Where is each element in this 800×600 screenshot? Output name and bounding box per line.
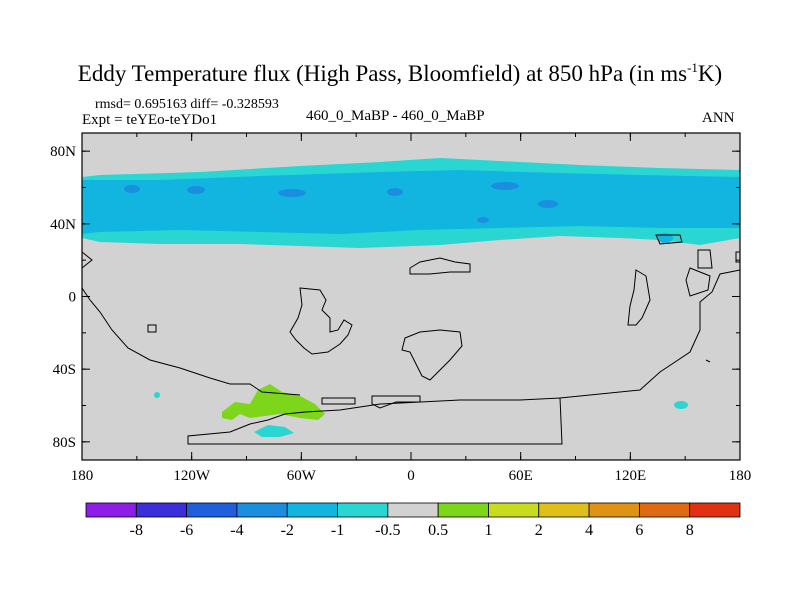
field-patch-blue <box>538 200 558 208</box>
colorbar-box <box>85 502 137 518</box>
coastline <box>81 251 93 269</box>
chart-title: Eddy Temperature flux (High Pass, Bloomf… <box>77 60 723 86</box>
field-patch-south <box>254 425 294 437</box>
field-band-cyan <box>82 170 740 234</box>
colorbar-label: 0.5 <box>428 522 448 539</box>
coastline <box>705 359 711 363</box>
colorbar-box <box>488 502 540 518</box>
colorbar-box <box>236 502 288 518</box>
colorbar-box <box>337 502 389 518</box>
x-tick-label: 180 <box>71 468 94 484</box>
coastline <box>655 234 683 245</box>
colorbar-label: -6 <box>180 522 193 539</box>
experiment-label: Expt = teYEo-teYDo1 <box>82 112 218 128</box>
colorbar-box <box>186 502 238 518</box>
colorbar-label: -1 <box>331 522 344 539</box>
x-tick-label: 120W <box>173 468 211 484</box>
field-patch-green <box>222 384 325 420</box>
colorbar-label: -8 <box>130 522 143 539</box>
colorbar-label: 8 <box>686 522 694 539</box>
y-tick-label: 80N <box>50 144 76 160</box>
field-patch-blue <box>124 185 140 193</box>
colorbar-label: 4 <box>585 522 593 539</box>
coastline <box>371 395 421 409</box>
colorbar-label: 6 <box>635 522 643 539</box>
comparison-label: 460_0_MaBP - 460_0_MaBP <box>306 108 485 124</box>
field-patch-blue <box>278 189 306 197</box>
colorbar-box <box>437 502 489 518</box>
coastline <box>289 287 353 355</box>
coastline <box>321 397 356 405</box>
colorbar-box <box>588 502 640 518</box>
y-tick-label: 80S <box>53 435 76 451</box>
colorbar-label: -0.5 <box>375 522 400 539</box>
colorbar-box <box>638 502 691 518</box>
coastline <box>409 257 471 275</box>
field-patch-blue <box>491 182 519 190</box>
season-label: ANN <box>702 110 735 126</box>
coastline <box>147 324 157 333</box>
coastline <box>81 287 301 396</box>
x-tick-label: 180 <box>729 468 752 484</box>
colorbar-label: 2 <box>535 522 543 539</box>
x-tick-label: 120E <box>614 468 646 484</box>
colorbar-box <box>135 502 188 518</box>
field-dot-a <box>154 392 160 398</box>
x-tick-label: 0 <box>407 468 415 484</box>
coastline <box>401 329 463 381</box>
y-tick-label: 40N <box>50 217 76 233</box>
colorbar-label: 1 <box>484 522 492 539</box>
coastline <box>697 249 713 269</box>
colorbar-box <box>538 502 590 518</box>
coastline <box>559 269 741 399</box>
colorbar-label: -2 <box>281 522 294 539</box>
y-tick-label: 0 <box>69 290 77 306</box>
colorbar-label: -4 <box>230 522 243 539</box>
x-tick-label: 60W <box>287 468 317 484</box>
colorbar-box <box>387 502 439 518</box>
x-tick-label: 60E <box>509 468 533 484</box>
coastline <box>627 269 651 326</box>
field-patch-blue <box>387 188 403 196</box>
coastline <box>685 267 711 297</box>
field-dot-b <box>674 401 688 409</box>
colorbar-box <box>286 502 338 518</box>
colorbar-box <box>689 502 741 518</box>
stats-label: rmsd= 0.695163 diff= -0.328593 <box>95 97 279 112</box>
coastline <box>187 397 563 445</box>
field-patch-blue <box>477 217 489 223</box>
field-patch-blue <box>187 186 205 194</box>
y-tick-label: 40S <box>53 362 76 378</box>
